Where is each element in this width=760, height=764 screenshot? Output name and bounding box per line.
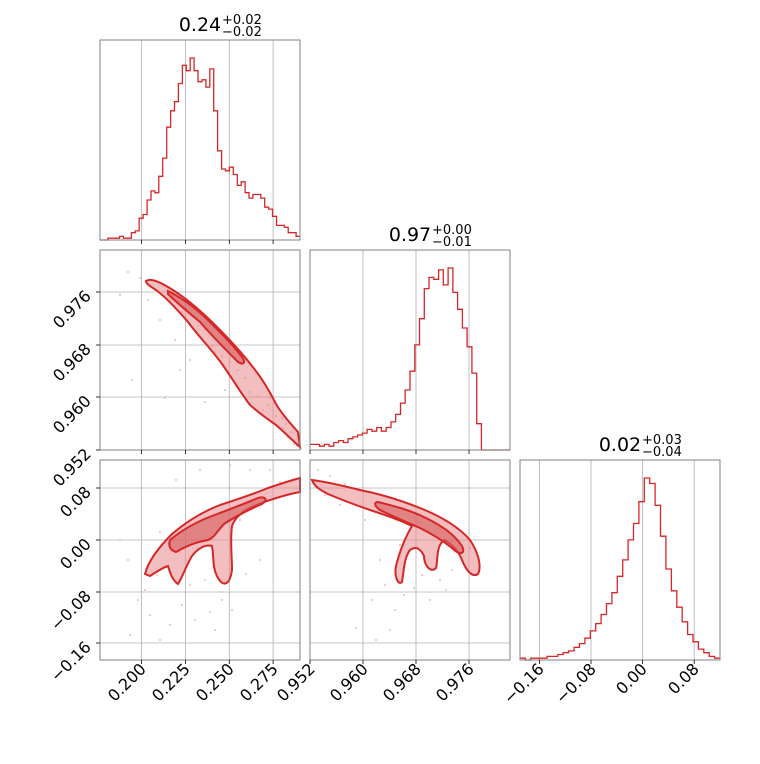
grid-x	[141, 40, 274, 240]
title-param-0: 0.24	[179, 14, 221, 36]
scatter-points	[317, 469, 471, 641]
xtick-label: 0.00	[612, 659, 651, 698]
xtick-label: 0.250	[192, 659, 238, 705]
x-axis-param2-labels: −0.16 −0.08 0.00 0.08	[500, 659, 703, 707]
x-axis-param0-labels: 0.200 0.225 0.250 0.275	[104, 659, 282, 705]
title-param-1-plus: +0.00	[432, 223, 472, 238]
ticks	[309, 660, 470, 664]
xtick-label: 0.08	[664, 659, 703, 698]
title-param-2: 0.02	[599, 434, 641, 456]
panel-hist-param0	[99, 39, 301, 244]
y-axis-param1-labels: 0.952 0.960 0.968 0.976	[49, 286, 95, 490]
xtick-label: −0.16	[500, 659, 548, 707]
x-axis-param1-labels: 0.952 0.960 0.968 0.976	[273, 659, 478, 705]
ytick-label: −0.08	[47, 586, 95, 634]
panel-hist-param2	[519, 459, 721, 664]
ticks-bottom	[539, 660, 695, 664]
ytick-label: 0.968	[49, 339, 95, 385]
title-param-2-minus: −0.04	[642, 445, 682, 460]
xtick-label: 0.275	[236, 659, 282, 705]
ticks-bottom	[309, 450, 470, 454]
panel-contour-p2-vs-p0	[96, 459, 301, 664]
grid-x	[539, 460, 695, 660]
panel-hist-param1	[309, 249, 511, 454]
histogram-param0	[100, 57, 300, 241]
credible-region-inner	[168, 496, 267, 554]
ytick-label: 0.00	[56, 534, 95, 573]
title-param-1-minus: −0.01	[432, 235, 472, 250]
credible-region-outer	[310, 478, 481, 584]
ytick-label: 0.952	[49, 444, 95, 490]
ytick-label: 0.976	[49, 286, 95, 332]
histogram-param1	[310, 267, 510, 451]
title-param-0-minus: −0.02	[222, 25, 262, 40]
scatter-points	[119, 464, 281, 641]
credible-region-outer	[144, 278, 302, 450]
xtick-label: 0.952	[273, 659, 319, 705]
panel-contour-p1-vs-p0	[96, 249, 302, 454]
xtick-label: 0.968	[379, 659, 425, 705]
panel-contour-p2-vs-p1	[309, 459, 511, 664]
histogram-param2	[520, 477, 720, 661]
xtick-label: 0.976	[432, 659, 478, 705]
xtick-label: 0.225	[148, 659, 194, 705]
credible-region-outer	[143, 476, 301, 586]
xtick-label: −0.08	[552, 659, 600, 707]
ytick-label: −0.16	[47, 637, 95, 685]
xtick-label: 0.960	[326, 659, 372, 705]
ticks	[96, 291, 274, 454]
grid-x	[362, 250, 470, 450]
credible-region-inner	[167, 289, 246, 365]
ytick-label: 0.960	[49, 391, 95, 437]
title-param-2-plus: +0.03	[642, 433, 682, 448]
ticks	[96, 487, 274, 664]
title-param-1: 0.97	[389, 224, 431, 246]
title-param-0-plus: +0.02	[222, 13, 262, 28]
credible-region-inner	[374, 500, 465, 554]
ticks-bottom	[141, 240, 274, 244]
xtick-label: 0.200	[104, 659, 150, 705]
y-axis-param2-labels: −0.16 −0.08 0.00 0.08	[47, 482, 95, 685]
